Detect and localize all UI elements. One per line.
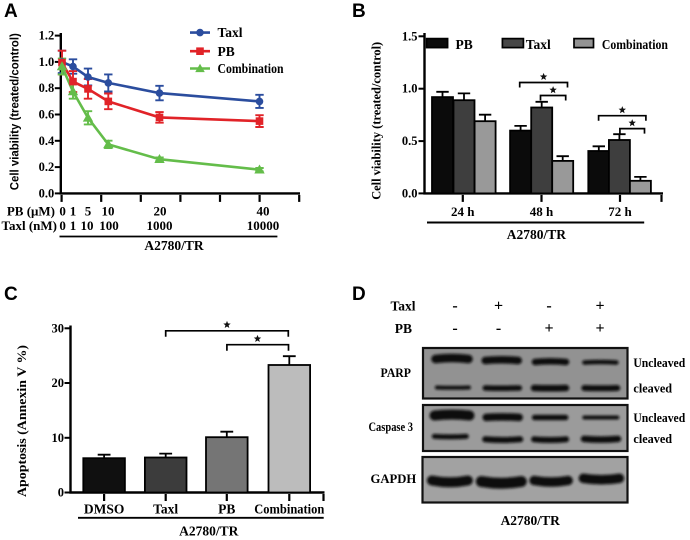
svg-text:5: 5: [85, 204, 92, 219]
svg-text:D: D: [352, 284, 366, 305]
svg-text:1: 1: [70, 218, 77, 233]
svg-text:-: -: [546, 298, 551, 315]
svg-text:1.0: 1.0: [402, 82, 418, 96]
svg-text:Apoptosis (Annexin V %): Apoptosis (Annexin V %): [14, 345, 29, 497]
svg-text:GAPDH: GAPDH: [371, 471, 417, 486]
svg-text:A2780/TR: A2780/TR: [144, 238, 204, 253]
svg-text:DMSO: DMSO: [84, 502, 125, 517]
svg-text:0: 0: [58, 486, 64, 500]
svg-text:20: 20: [154, 204, 167, 219]
svg-text:A2780/TR: A2780/TR: [179, 523, 239, 538]
svg-text:A2780/TR: A2780/TR: [501, 513, 561, 528]
svg-text:+: +: [544, 320, 553, 337]
svg-text:1: 1: [70, 204, 77, 219]
svg-text:30: 30: [52, 321, 65, 335]
svg-text:10000: 10000: [247, 218, 280, 233]
svg-text:10: 10: [52, 431, 65, 445]
svg-text:1.0: 1.0: [39, 55, 55, 69]
svg-text:Combination: Combination: [602, 37, 668, 52]
svg-text:0.5: 0.5: [402, 134, 418, 148]
svg-text:0: 0: [59, 204, 66, 219]
svg-text:Combination: Combination: [218, 61, 284, 76]
svg-text:Uncleaved: Uncleaved: [633, 355, 685, 370]
svg-text:0.0: 0.0: [39, 186, 55, 200]
svg-text:Cell viability (treated/contro: Cell viability (treated/control): [8, 33, 22, 190]
svg-text:A: A: [4, 1, 18, 22]
svg-text:Taxl: Taxl: [153, 502, 178, 517]
svg-text:Taxl: Taxl: [390, 298, 415, 313]
svg-text:0.0: 0.0: [402, 186, 418, 200]
svg-text:20: 20: [52, 376, 65, 390]
svg-text:Cell viability (treated/contro: Cell viability (treated/control): [369, 42, 384, 200]
svg-text:0: 0: [59, 218, 66, 233]
svg-text:PB: PB: [218, 44, 235, 59]
svg-text:0.2: 0.2: [39, 160, 55, 174]
svg-text:PB: PB: [218, 502, 235, 517]
svg-text:Combination: Combination: [254, 502, 324, 517]
svg-text:Uncleaved: Uncleaved: [633, 410, 685, 425]
svg-text:0.6: 0.6: [39, 108, 55, 122]
svg-text:Caspase 3: Caspase 3: [369, 419, 414, 434]
svg-text:1000: 1000: [147, 218, 173, 233]
svg-text:A2780/TR: A2780/TR: [507, 227, 567, 242]
svg-text:48 h: 48 h: [530, 204, 554, 219]
svg-text:10: 10: [102, 204, 115, 219]
svg-text:B: B: [352, 1, 366, 22]
svg-text:PB: PB: [395, 321, 412, 336]
svg-text:Taxl: Taxl: [218, 25, 243, 40]
svg-text:1.2: 1.2: [39, 29, 55, 43]
svg-text:PB (μM): PB (μM): [7, 204, 55, 219]
svg-text:0.8: 0.8: [39, 81, 55, 95]
svg-text:Taxl (nM): Taxl (nM): [2, 218, 58, 233]
svg-text:+: +: [494, 298, 503, 315]
svg-text:-: -: [452, 298, 457, 315]
svg-text:10: 10: [81, 218, 94, 233]
svg-text:-: -: [496, 320, 501, 337]
svg-text:cleaved: cleaved: [633, 431, 672, 446]
svg-text:24 h: 24 h: [451, 204, 475, 219]
svg-text:+: +: [595, 298, 604, 315]
svg-text:+: +: [595, 320, 604, 337]
svg-text:PB: PB: [456, 37, 473, 52]
svg-text:40: 40: [257, 204, 270, 219]
svg-text:cleaved: cleaved: [633, 380, 672, 395]
svg-text:100: 100: [99, 218, 119, 233]
svg-text:PARP: PARP: [381, 365, 412, 380]
svg-text:-: -: [452, 320, 457, 337]
svg-text:0.4: 0.4: [39, 134, 55, 148]
svg-text:1.5: 1.5: [402, 29, 418, 43]
svg-text:72 h: 72 h: [608, 204, 632, 219]
svg-text:Taxl: Taxl: [526, 37, 551, 52]
svg-text:C: C: [4, 284, 18, 305]
